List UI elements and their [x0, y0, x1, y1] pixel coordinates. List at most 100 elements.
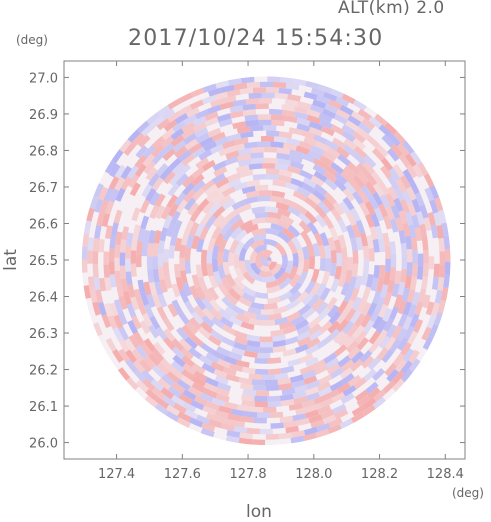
radar-cell — [307, 316, 322, 329]
radar-cell — [188, 142, 203, 155]
radar-cell — [264, 302, 278, 310]
radar-cell — [155, 397, 170, 410]
radar-cell — [303, 432, 317, 442]
radar-cell — [253, 417, 267, 424]
radar-cell — [143, 355, 156, 369]
radar-cell — [253, 244, 267, 254]
radar-cell — [225, 373, 240, 383]
radar-cell — [231, 346, 246, 356]
radar-cell — [226, 89, 241, 97]
radar-cell — [240, 131, 254, 139]
radar-cell — [264, 379, 278, 386]
radar-cell — [130, 250, 137, 264]
radar-cell — [425, 301, 435, 316]
radar-cell — [217, 382, 232, 392]
radar-cell — [142, 153, 155, 167]
radar-cell — [286, 239, 298, 255]
radar-cell — [251, 439, 266, 446]
radar-cell — [192, 187, 205, 201]
radar-cell — [104, 277, 112, 292]
radar-cell — [364, 181, 377, 195]
radar-cell — [347, 162, 361, 175]
radar-cell — [355, 219, 366, 234]
radar-cell — [270, 195, 284, 204]
radar-cell — [398, 230, 406, 244]
radar-cell — [148, 352, 161, 366]
radar-cell — [419, 204, 429, 219]
radar-cell — [176, 327, 189, 341]
radar-cell — [315, 283, 327, 298]
radar-cell — [233, 330, 248, 340]
radar-cell — [137, 228, 146, 242]
radar-cell — [204, 184, 219, 197]
radar-cell — [334, 172, 348, 185]
radar-cell — [199, 226, 210, 241]
radar-cell — [290, 374, 304, 383]
radar-cell — [237, 153, 251, 162]
radar-cell — [254, 357, 268, 364]
radar-cell — [332, 403, 347, 415]
radar-cell — [140, 215, 150, 230]
radar-cell — [352, 324, 365, 339]
radar-cell — [125, 349, 138, 364]
radar-cell — [325, 388, 340, 400]
radar-cell — [365, 213, 375, 228]
radar-cell — [291, 430, 306, 438]
radar-cell — [111, 149, 124, 164]
radar-cell — [266, 87, 280, 94]
radar-cell — [429, 199, 439, 214]
radar-cell — [297, 336, 312, 347]
radar-cell — [237, 147, 252, 156]
radar-cell — [218, 146, 233, 157]
radar-cell — [411, 263, 418, 277]
radar-cell — [292, 190, 307, 202]
radar-cell — [340, 359, 355, 372]
radar-cell — [399, 175, 411, 190]
radar-cell — [280, 365, 295, 374]
radar-cell — [114, 257, 121, 271]
radar-cell — [125, 359, 138, 373]
radar-cell — [221, 277, 233, 292]
radar-cell — [244, 114, 258, 122]
radar-cell — [355, 236, 364, 251]
radar-cell — [239, 87, 254, 95]
radar-cell — [411, 291, 421, 306]
radar-cell — [401, 287, 410, 302]
radar-cell — [141, 242, 149, 257]
radar-cell — [145, 167, 158, 181]
radar-cell — [194, 222, 206, 237]
radar-cell — [367, 357, 381, 371]
radar-cell — [274, 316, 289, 326]
radar-cell — [288, 402, 303, 411]
radar-cell — [380, 284, 389, 299]
radar-cell — [387, 186, 399, 201]
radar-cell — [339, 367, 354, 380]
radar-cell — [277, 207, 292, 218]
radar-cell — [301, 246, 310, 260]
radar-cell — [306, 221, 319, 235]
radar-cell — [125, 245, 132, 259]
radar-cell — [283, 115, 298, 123]
radar-cell — [190, 399, 205, 411]
radar-cell — [350, 237, 358, 251]
radar-cell — [267, 401, 282, 408]
radar-cell — [292, 252, 299, 268]
radar-cell — [417, 162, 429, 176]
radar-cell — [354, 275, 363, 290]
radar-cell — [156, 118, 171, 131]
radar-cell — [400, 360, 413, 375]
radar-cell — [148, 173, 160, 187]
radar-cell — [234, 137, 249, 146]
radar-cell — [294, 203, 308, 215]
radar-cell — [189, 417, 204, 428]
radar-cell — [171, 283, 181, 298]
radar-cell — [326, 147, 341, 159]
radar-cell — [261, 374, 276, 381]
radar-cell — [274, 163, 289, 171]
radar-cell — [412, 250, 419, 264]
radar-cell — [103, 251, 110, 265]
radar-cell — [152, 387, 166, 400]
radar-cell — [319, 320, 333, 334]
radar-cell — [136, 241, 143, 255]
radar-cell — [316, 422, 331, 432]
